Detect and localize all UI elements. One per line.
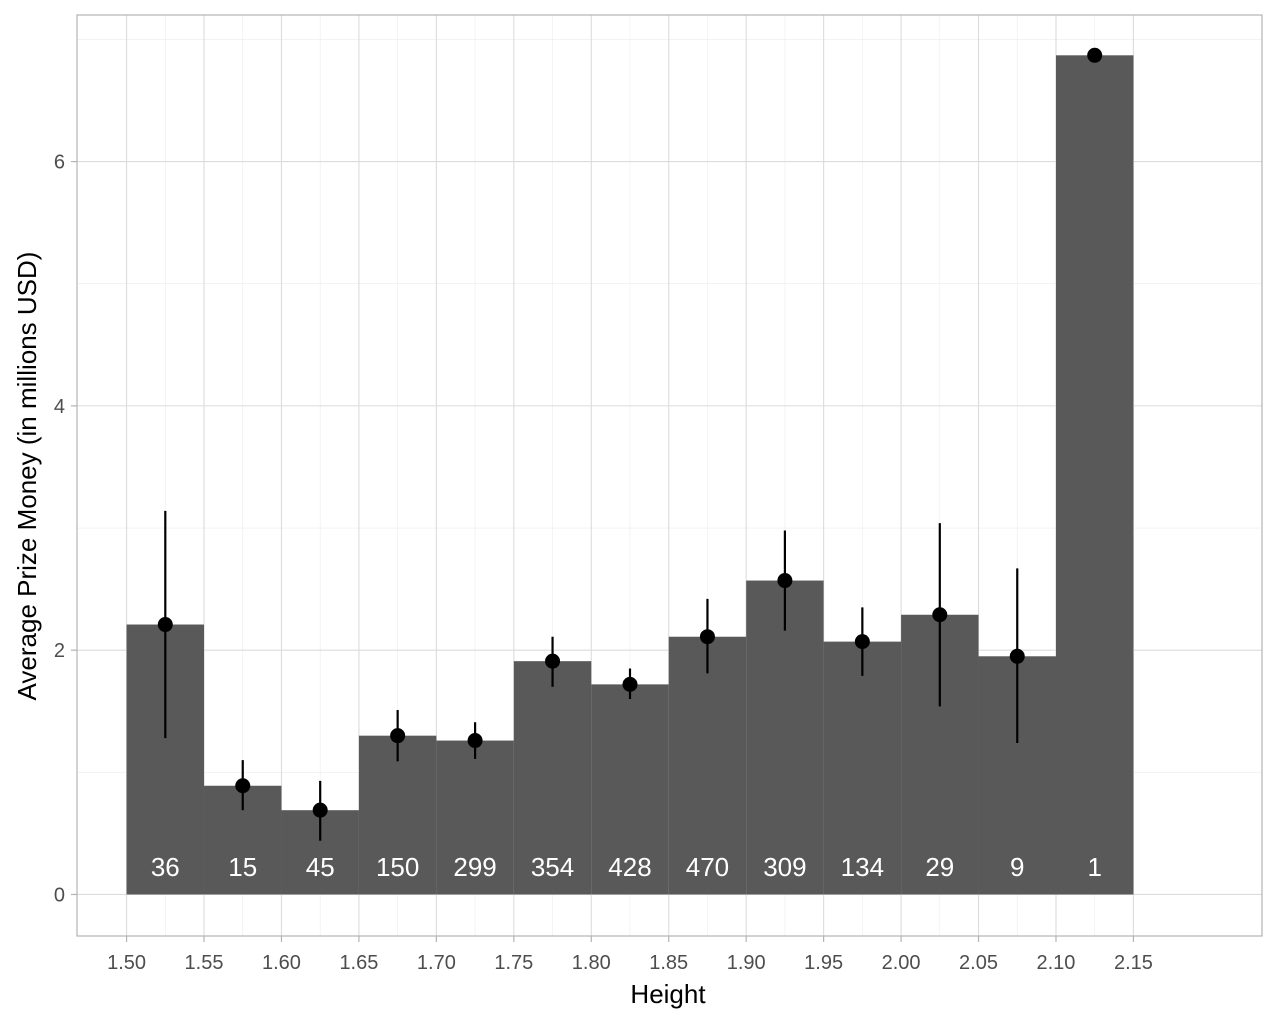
count-label: 299 (453, 852, 496, 882)
mean-point (1087, 47, 1103, 63)
count-label: 36 (151, 852, 180, 882)
mean-points (157, 47, 1103, 818)
mean-point (699, 629, 715, 645)
mean-point (545, 653, 561, 669)
bars (126, 55, 1134, 895)
bar (513, 661, 592, 895)
count-label: 150 (376, 852, 419, 882)
mean-point (932, 607, 948, 623)
panel-border (76, 14, 1263, 937)
mean-point (777, 573, 793, 589)
mean-point (312, 802, 328, 818)
x-tick-label: 1.85 (649, 952, 688, 974)
bar (668, 636, 747, 895)
mean-point (467, 733, 483, 749)
y-tick-label: 2 (54, 640, 65, 662)
count-label: 428 (608, 852, 651, 882)
x-tick-label: 1.90 (727, 952, 766, 974)
x-axis: 1.50 1.55 1.60 1.65 1.70 1.75 1.80 1.85 1.90 1.95… (107, 936, 1153, 974)
x-tick-label: 1.70 (417, 952, 456, 974)
y-axis-title: Average Prize Money (in millions USD) (12, 252, 42, 701)
x-tick-label: 1.65 (339, 952, 378, 974)
bar (591, 684, 669, 895)
count-label: 45 (306, 852, 335, 882)
x-tick-label: 2.05 (959, 952, 998, 974)
x-tick-label: 1.60 (262, 952, 301, 974)
x-tick-label: 1.50 (107, 952, 146, 974)
x-tick-label: 2.10 (1037, 952, 1076, 974)
count-label: 309 (763, 852, 806, 882)
x-tick-label: 1.75 (494, 952, 533, 974)
x-axis-title: Height (630, 979, 706, 1009)
count-label: 354 (531, 852, 574, 882)
bar (746, 580, 824, 895)
count-label: 1 (1087, 852, 1101, 882)
bar (358, 735, 437, 895)
bar (436, 740, 514, 895)
count-label: 9 (1010, 852, 1024, 882)
mean-point (390, 728, 406, 744)
x-tick-label: 1.55 (185, 952, 224, 974)
mean-point (235, 778, 251, 794)
mean-point (854, 634, 870, 650)
x-tick-label: 2.00 (882, 952, 921, 974)
x-tick-label: 2.15 (1114, 952, 1153, 974)
count-label: 15 (228, 852, 257, 882)
count-label: 470 (686, 852, 729, 882)
x-tick-label: 1.80 (572, 952, 611, 974)
y-tick-label: 6 (54, 152, 65, 174)
x-tick-label: 1.95 (804, 952, 843, 974)
mean-point (622, 676, 638, 692)
y-tick-label: 0 (54, 884, 65, 906)
mean-point (157, 617, 173, 633)
y-axis: 0 2 4 6 (54, 152, 77, 906)
mean-point (1009, 648, 1025, 664)
bar (823, 641, 902, 895)
y-tick-label: 4 (54, 396, 65, 418)
count-label: 29 (925, 852, 954, 882)
count-labels: 36 15 45 150 299 354 428 470 309 134 29 9 1 (151, 852, 1102, 882)
count-label: 134 (841, 852, 884, 882)
bar (1055, 55, 1134, 895)
